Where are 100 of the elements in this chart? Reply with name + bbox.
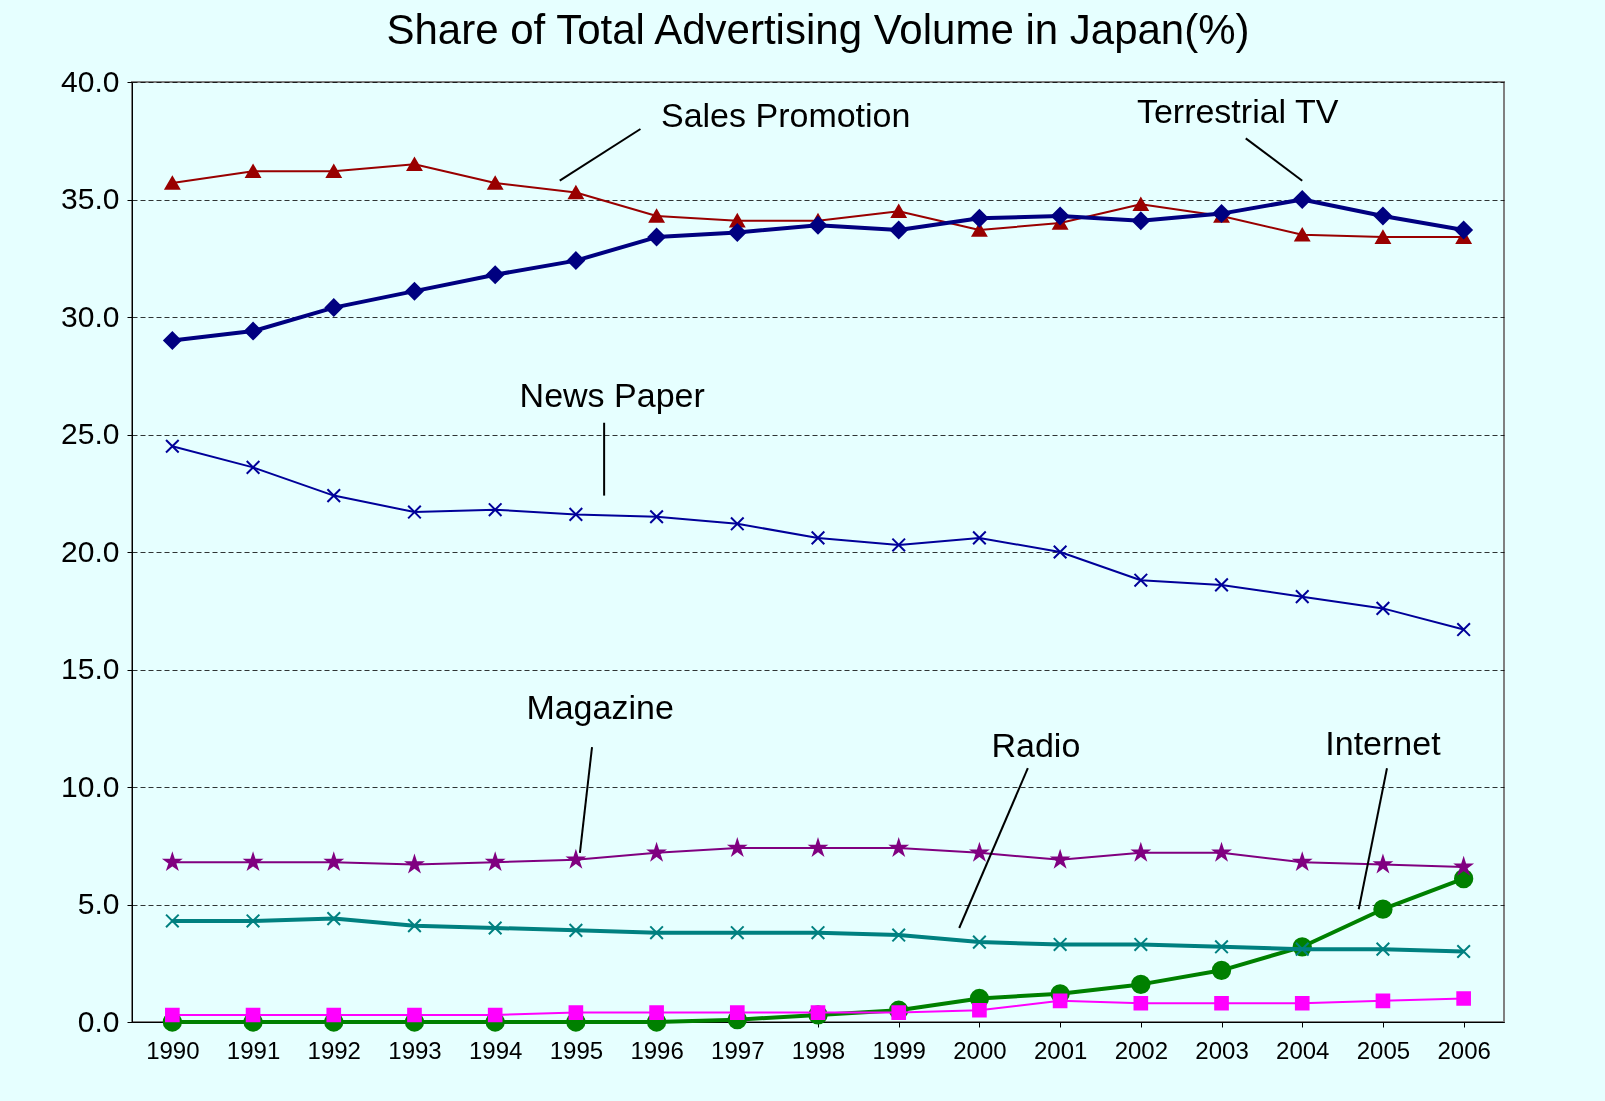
point <box>1133 995 1149 1011</box>
point <box>1211 960 1232 980</box>
point <box>1133 937 1149 952</box>
point <box>326 164 342 179</box>
text: Internet <box>1325 723 1442 762</box>
point <box>324 298 343 317</box>
point <box>244 322 263 341</box>
point <box>1455 858 1473 875</box>
point <box>1375 230 1391 244</box>
y-tick-label: 15.0 <box>61 652 120 685</box>
text: News Paper <box>519 375 705 414</box>
point <box>245 164 261 179</box>
x-tick-label: 2003 <box>1195 1036 1249 1064</box>
x-tick-label: 2000 <box>953 1036 1007 1064</box>
point <box>1375 601 1391 616</box>
x-tick-label: 1991 <box>226 1036 281 1064</box>
point <box>891 204 907 219</box>
point <box>810 925 826 941</box>
point <box>810 530 826 546</box>
y-tick-label: 25.0 <box>61 417 120 450</box>
point <box>1131 974 1151 995</box>
point <box>407 504 422 520</box>
point <box>1375 993 1391 1009</box>
x-tick-label: 1997 <box>711 1036 765 1064</box>
point <box>163 331 182 350</box>
point <box>568 507 584 522</box>
point <box>889 220 908 240</box>
point <box>1214 995 1229 1011</box>
text: Sales Promotion <box>660 96 911 135</box>
point <box>649 509 664 525</box>
point <box>1294 589 1310 604</box>
point <box>326 911 342 926</box>
point <box>1294 227 1310 242</box>
point <box>1456 991 1471 1006</box>
point <box>487 920 503 936</box>
point <box>810 1005 826 1020</box>
point <box>1052 544 1068 560</box>
x-tick-label: 2006 <box>1437 1036 1491 1064</box>
point <box>1293 190 1312 209</box>
point <box>1214 577 1229 593</box>
point <box>164 176 181 190</box>
point <box>1214 939 1229 955</box>
point <box>972 1002 987 1018</box>
x-tick-label: 1993 <box>388 1036 442 1064</box>
point <box>647 228 666 247</box>
point <box>648 844 665 861</box>
point <box>245 913 261 929</box>
y-tick-label: 10.0 <box>61 769 120 803</box>
point <box>486 853 504 870</box>
text: Terrestrial TV <box>1136 91 1339 130</box>
point <box>891 927 907 943</box>
x-tick-label: 1994 <box>468 1036 523 1064</box>
point <box>487 1007 503 1023</box>
point <box>891 537 907 553</box>
point <box>1051 206 1070 226</box>
point <box>566 251 585 270</box>
point <box>1293 853 1311 870</box>
point <box>728 223 747 242</box>
point <box>970 209 989 228</box>
y-tick-label: 40.0 <box>61 64 120 98</box>
point <box>1456 944 1471 959</box>
point <box>1131 211 1150 230</box>
point <box>1294 995 1310 1011</box>
point <box>729 516 745 532</box>
point <box>1373 206 1392 226</box>
x-tick-label: 1992 <box>307 1036 361 1064</box>
x-tick-label: 1995 <box>549 1036 604 1064</box>
point <box>1133 197 1149 212</box>
point <box>729 1005 745 1020</box>
point <box>648 209 665 223</box>
point <box>568 185 584 200</box>
point <box>1456 622 1471 637</box>
point <box>245 460 261 475</box>
point <box>971 844 988 861</box>
point <box>1052 937 1068 952</box>
x-tick-label: 2004 <box>1276 1036 1330 1064</box>
point <box>729 925 745 941</box>
point <box>245 1007 261 1023</box>
x-tick-label: 1996 <box>630 1036 684 1064</box>
text: Radio <box>991 726 1081 765</box>
point <box>486 265 505 284</box>
point <box>649 925 664 941</box>
text: Magazine <box>526 688 674 727</box>
point <box>163 853 181 870</box>
point <box>406 157 423 172</box>
point <box>890 839 908 856</box>
point <box>487 502 503 518</box>
point <box>971 223 988 237</box>
x-tick-label: 1990 <box>146 1036 200 1064</box>
point <box>487 176 503 190</box>
point <box>1212 204 1231 223</box>
point <box>1052 993 1068 1009</box>
x-tick-label: 1998 <box>791 1036 846 1064</box>
point <box>891 1005 907 1020</box>
y-tick-label: 5.0 <box>77 887 120 920</box>
point <box>1375 941 1391 957</box>
x-tick-label: 2002 <box>1114 1036 1169 1064</box>
point <box>165 438 180 454</box>
point <box>568 923 584 938</box>
point <box>728 839 746 856</box>
